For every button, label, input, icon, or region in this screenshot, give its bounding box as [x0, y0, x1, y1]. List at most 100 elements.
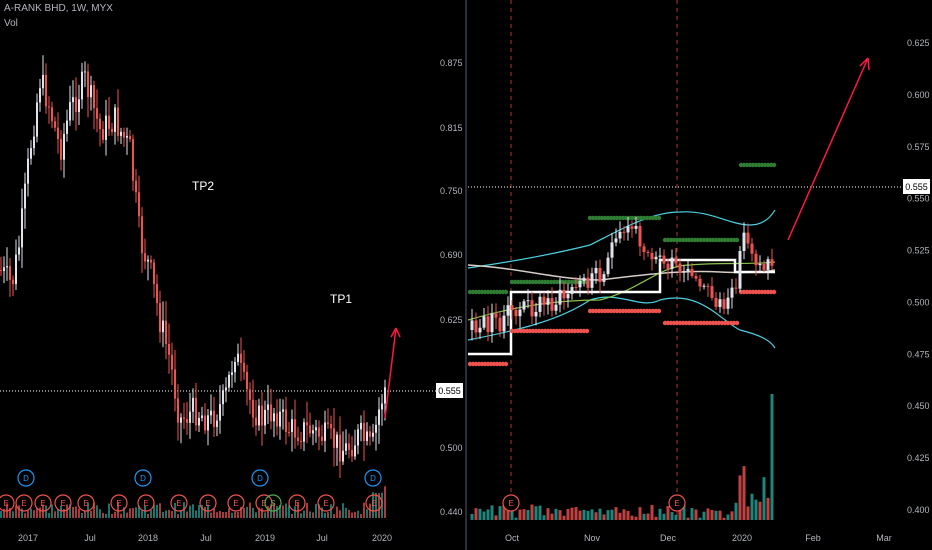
candle-body: [366, 431, 368, 441]
candle-body: [345, 443, 347, 451]
candle-body: [75, 97, 77, 113]
event-marker[interactable]: [502, 494, 520, 512]
event-marker[interactable]: [255, 494, 273, 512]
left-pane[interactable]: 0.875 0.815 0.750 0.690 0.625 0.500 0.440 2017 J…: [0, 55, 463, 543]
candle-body: [288, 431, 290, 433]
volume-bar: [234, 511, 236, 518]
event-marker[interactable]: [0, 494, 15, 512]
volume-bar: [159, 503, 161, 518]
volume-bar: [690, 508, 694, 520]
candle-body: [630, 226, 634, 229]
volume-bar: [48, 512, 50, 518]
event-marker[interactable]: [34, 494, 52, 512]
candle-body: [658, 255, 662, 257]
signal-dot: [584, 328, 590, 334]
volume-bar: [315, 503, 317, 518]
event-marker[interactable]: [77, 494, 95, 512]
volume-bar: [33, 510, 35, 518]
event-marker[interactable]: [170, 494, 188, 512]
volume-bar: [81, 512, 83, 518]
volume-bar: [18, 505, 20, 518]
event-marker-label: E: [205, 499, 210, 508]
dividend-marker[interactable]: [251, 469, 269, 487]
candle-body: [54, 121, 56, 128]
candle-body: [93, 85, 95, 109]
event-marker[interactable]: [227, 494, 245, 512]
candle-body: [96, 108, 98, 119]
volume-bar: [51, 504, 53, 518]
volume-bar: [225, 511, 227, 518]
candle-body: [372, 432, 374, 437]
event-marker[interactable]: [137, 494, 155, 512]
projection-arrow: [384, 327, 397, 419]
event-marker[interactable]: [288, 494, 306, 512]
candle-body: [758, 263, 762, 266]
candle-body: [327, 422, 329, 425]
candle-body: [249, 389, 251, 400]
event-marker[interactable]: [15, 494, 33, 512]
volume-bar: [710, 509, 714, 520]
candle-body: [357, 429, 359, 446]
event-marker[interactable]: [199, 494, 217, 512]
candle-body: [526, 300, 530, 302]
x-tick-label: Mar: [876, 533, 892, 543]
volume-bar: [378, 493, 380, 518]
event-marker-label: E: [3, 499, 8, 508]
event-marker[interactable]: [668, 494, 686, 512]
volume-bar: [72, 506, 74, 518]
event-marker[interactable]: [54, 494, 72, 512]
event-marker[interactable]: [317, 494, 335, 512]
volume-bar: [333, 513, 335, 518]
dividend-marker[interactable]: [17, 469, 35, 487]
volume-bar: [54, 511, 56, 518]
candle-body: [63, 133, 65, 160]
volume-bar: [21, 508, 23, 518]
candle-body: [291, 419, 293, 432]
candle-body: [138, 192, 140, 217]
volume-bar: [526, 509, 530, 520]
projection-arrow: [787, 57, 869, 241]
candle-body: [168, 343, 170, 355]
candle-body: [51, 107, 53, 122]
projection-arrowhead: [390, 327, 401, 338]
upper-band: [467, 209, 776, 269]
candle-body: [270, 404, 272, 422]
event-marker[interactable]: [365, 494, 383, 512]
candle-body: [490, 313, 494, 333]
candle-body: [486, 316, 490, 333]
candle-body: [126, 135, 128, 138]
candle-body: [622, 231, 626, 233]
volume-bar: [650, 504, 654, 520]
volume-bar: [288, 505, 290, 518]
candle-body: [228, 374, 230, 388]
volume-bar: [12, 511, 14, 518]
candle-body: [309, 425, 311, 434]
volume-bar: [336, 506, 338, 518]
candle-body: [156, 284, 158, 304]
x-tick-label: Jul: [316, 533, 328, 543]
volume-bar: [237, 512, 239, 518]
x-tick-label: Oct: [505, 533, 520, 543]
right-pane[interactable]: 0.625 0.600 0.575 0.550 0.525 0.500 0.475 0.450…: [467, 0, 930, 543]
event-marker[interactable]: [264, 494, 282, 512]
volume-bar: [606, 510, 610, 520]
candle-body: [264, 409, 266, 426]
candle-body: [135, 180, 137, 193]
last-price-right: 0.555: [905, 182, 928, 192]
dividend-marker[interactable]: [364, 469, 382, 487]
event-marker[interactable]: [110, 494, 128, 512]
candle-body: [618, 231, 622, 239]
volume-bar: [345, 507, 347, 518]
volume-bar: [758, 501, 762, 520]
y-tick-label: 0.400: [907, 505, 930, 515]
volume-bar: [730, 511, 734, 520]
candle-body: [99, 118, 101, 130]
dividend-marker[interactable]: [134, 469, 152, 487]
volume-bar: [36, 508, 38, 518]
volume-bar: [348, 509, 350, 518]
volume-bar: [614, 507, 618, 520]
volume-bar: [622, 509, 626, 520]
candle-body: [45, 74, 47, 107]
candle-body: [750, 243, 754, 254]
